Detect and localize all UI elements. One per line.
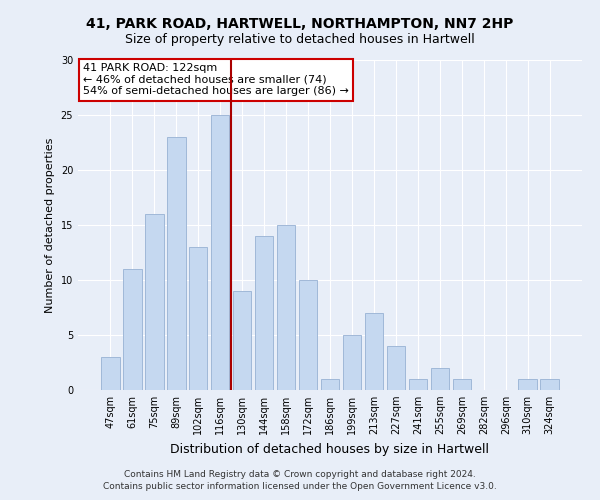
Bar xyxy=(365,313,383,390)
Bar xyxy=(145,214,164,390)
Text: 41, PARK ROAD, HARTWELL, NORTHAMPTON, NN7 2HP: 41, PARK ROAD, HARTWELL, NORTHAMPTON, NN… xyxy=(86,18,514,32)
Bar xyxy=(541,379,559,390)
Bar xyxy=(167,137,185,390)
Bar xyxy=(409,379,427,390)
Bar xyxy=(320,379,340,390)
X-axis label: Distribution of detached houses by size in Hartwell: Distribution of detached houses by size … xyxy=(170,442,490,456)
Bar xyxy=(189,247,208,390)
Text: 41 PARK ROAD: 122sqm
← 46% of detached houses are smaller (74)
54% of semi-detac: 41 PARK ROAD: 122sqm ← 46% of detached h… xyxy=(83,64,349,96)
Bar xyxy=(277,225,295,390)
Bar xyxy=(299,280,317,390)
Text: Contains public sector information licensed under the Open Government Licence v3: Contains public sector information licen… xyxy=(103,482,497,491)
Bar xyxy=(123,269,142,390)
Y-axis label: Number of detached properties: Number of detached properties xyxy=(45,138,55,312)
Bar xyxy=(255,236,274,390)
Text: Size of property relative to detached houses in Hartwell: Size of property relative to detached ho… xyxy=(125,32,475,46)
Bar xyxy=(343,335,361,390)
Bar xyxy=(452,379,471,390)
Bar xyxy=(211,115,229,390)
Text: Contains HM Land Registry data © Crown copyright and database right 2024.: Contains HM Land Registry data © Crown c… xyxy=(124,470,476,479)
Bar xyxy=(431,368,449,390)
Bar xyxy=(386,346,405,390)
Bar xyxy=(518,379,537,390)
Bar xyxy=(233,291,251,390)
Bar xyxy=(101,357,119,390)
